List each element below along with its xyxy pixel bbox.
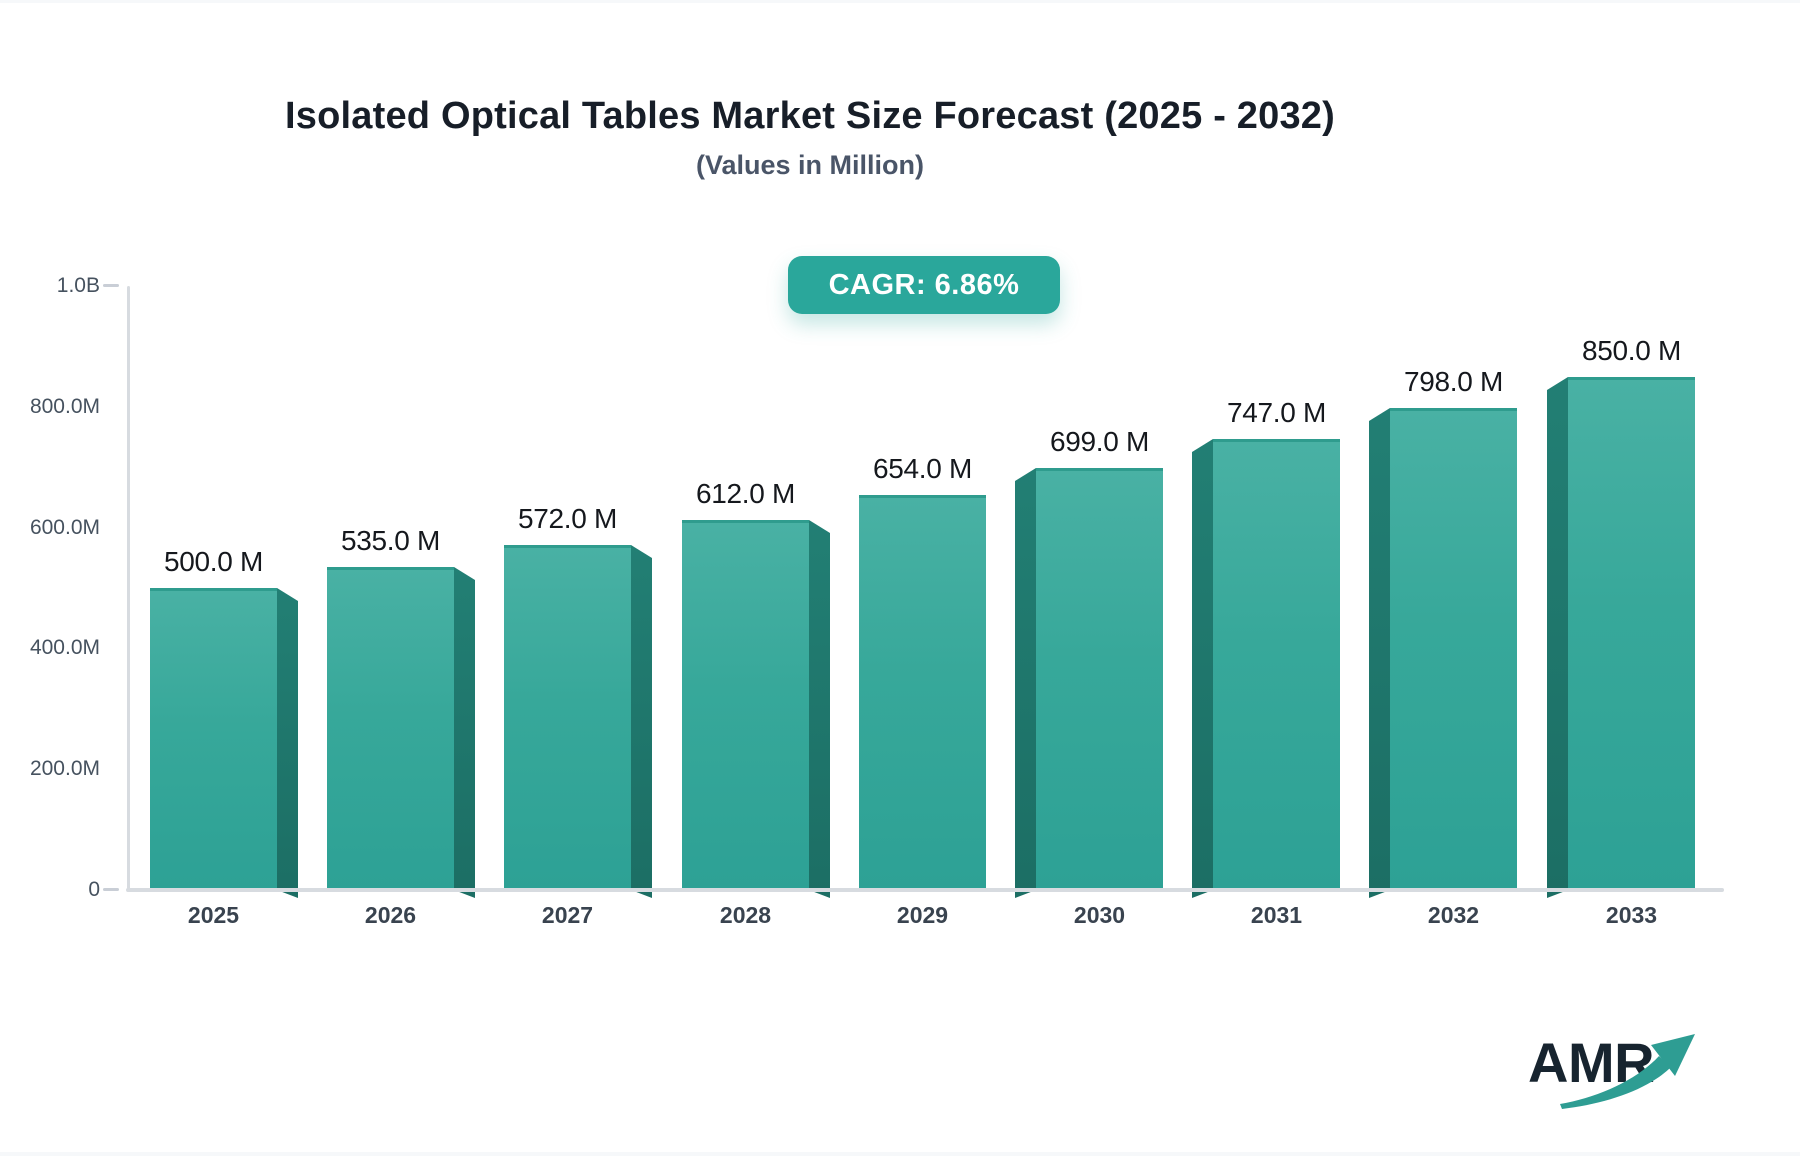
bar-side-2033 — [1547, 377, 1568, 898]
x-tick-label-2028: 2028 — [719, 902, 772, 928]
bar-side-2026 — [454, 567, 475, 898]
x-tick-label-2032: 2032 — [1427, 902, 1480, 928]
bar-value-label-2028: 612.0 M — [695, 478, 796, 509]
x-tick-label-2029: 2029 — [896, 902, 949, 928]
bar-value-label-2033: 850.0 M — [1581, 335, 1682, 366]
bar-value-label-2030: 699.0 M — [1049, 426, 1150, 457]
x-tick-label-2033: 2033 — [1605, 902, 1658, 928]
logo-arrow-icon — [1560, 1034, 1695, 1109]
bar-value-label-2026: 535.0 M — [340, 525, 441, 556]
bar-side-2027 — [631, 545, 652, 898]
bottom-edge-strip — [0, 1152, 1800, 1156]
y-tick-label-4: 200.0M — [29, 757, 100, 780]
bar-value-label-2032: 798.0 M — [1403, 366, 1504, 397]
top-edge-strip — [0, 0, 1800, 3]
bar-2029 — [859, 495, 986, 890]
y-tick-label-0: 1.0B — [56, 274, 100, 297]
y-tick-dash-5 — [103, 888, 119, 891]
bar-side-2032 — [1369, 408, 1390, 898]
x-tick-label-2027: 2027 — [541, 902, 594, 928]
cagr-badge: CAGR: 6.86% — [788, 256, 1060, 314]
bar-2028 — [682, 520, 809, 890]
bar-2031 — [1213, 439, 1340, 890]
bar-value-label-2031: 747.0 M — [1226, 397, 1327, 428]
y-tick-label-1: 800.0M — [29, 395, 100, 418]
y-tick-label-2: 600.0M — [29, 516, 100, 539]
bar-value-label-2027: 572.0 M — [517, 503, 618, 534]
y-axis-line — [127, 286, 130, 890]
bar-2033 — [1568, 377, 1695, 890]
x-tick-label-2026: 2026 — [364, 902, 417, 928]
x-tick-label-2031: 2031 — [1250, 902, 1303, 928]
bar-2032 — [1390, 408, 1517, 890]
chart-subtitle: (Values in Million) — [695, 150, 925, 180]
bar-side-2025 — [277, 588, 298, 898]
bar-side-2028 — [809, 520, 830, 898]
bar-2025 — [150, 588, 277, 890]
bar-value-label-2025: 500.0 M — [163, 546, 264, 577]
y-tick-label-5: 0 — [88, 878, 100, 901]
y-tick-dash-0 — [103, 284, 119, 287]
bar-2027 — [504, 545, 631, 890]
x-tick-label-2025: 2025 — [187, 902, 240, 928]
bar-side-2030 — [1015, 468, 1036, 898]
chart-title: Isolated Optical Tables Market Size Fore… — [285, 95, 1335, 137]
bar-2030 — [1036, 468, 1163, 890]
bar-side-2031 — [1192, 439, 1213, 898]
bar-value-label-2029: 654.0 M — [872, 453, 973, 484]
y-tick-label-3: 400.0M — [29, 636, 100, 659]
bar-2026 — [327, 567, 454, 890]
x-axis-line — [126, 888, 1724, 892]
chart-header: Isolated Optical Tables Market Size Fore… — [0, 94, 1620, 181]
x-tick-label-2030: 2030 — [1073, 902, 1126, 928]
